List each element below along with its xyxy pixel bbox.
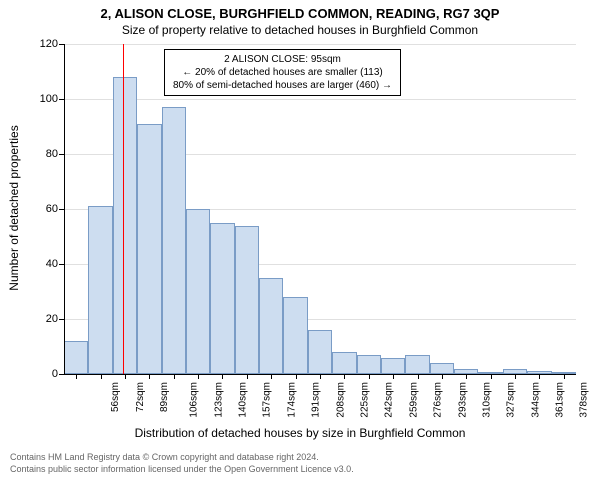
y-tick-label: 120 (28, 38, 58, 50)
y-tick-label: 20 (28, 313, 58, 325)
x-tick-label: 276sqm (433, 382, 444, 418)
histogram-bar (308, 330, 332, 374)
chart-title: 2, ALISON CLOSE, BURGHFIELD COMMON, READ… (0, 0, 600, 21)
histogram-bar (210, 223, 234, 374)
histogram-bar (259, 278, 283, 374)
y-tick-label: 60 (28, 203, 58, 215)
y-axis-line (64, 44, 65, 374)
footer-line-2: Contains public sector information licen… (10, 464, 354, 474)
histogram-bar (332, 352, 356, 374)
x-tick-label: 310sqm (481, 382, 492, 418)
histogram-bar (162, 107, 186, 374)
x-tick-label: 361sqm (555, 382, 566, 418)
x-tick-label: 225sqm (360, 382, 371, 418)
x-axis-line (64, 374, 576, 375)
reference-line (123, 44, 124, 374)
histogram-bar (137, 124, 161, 374)
annotation-box: 2 ALISON CLOSE: 95sqm← 20% of detached h… (164, 49, 401, 96)
x-tick-label: 123sqm (213, 382, 224, 418)
x-tick-label: 174sqm (286, 382, 297, 418)
histogram-bar (88, 206, 112, 374)
x-tick-label: 56sqm (110, 382, 121, 412)
histogram-bar (186, 209, 210, 374)
histogram-bar (381, 358, 405, 375)
x-tick-label: 191sqm (311, 382, 322, 418)
x-tick-label: 106sqm (189, 382, 200, 418)
y-tick-label: 0 (28, 368, 58, 380)
x-tick-label: 157sqm (262, 382, 273, 418)
histogram-bar (64, 341, 88, 374)
footer-line-1: Contains HM Land Registry data © Crown c… (10, 452, 319, 462)
y-tick-label: 80 (28, 148, 58, 160)
x-tick-label: 242sqm (384, 382, 395, 418)
x-axis-label: Distribution of detached houses by size … (0, 426, 600, 440)
y-tick-label: 100 (28, 93, 58, 105)
histogram-bar (283, 297, 307, 374)
y-axis-label: Number of detached properties (7, 108, 21, 308)
gridline (64, 44, 576, 45)
gridline (64, 99, 576, 100)
x-tick-label: 327sqm (506, 382, 517, 418)
x-tick-label: 140sqm (238, 382, 249, 418)
x-tick-label: 208sqm (335, 382, 346, 418)
x-tick-label: 293sqm (457, 382, 468, 418)
x-tick-label: 259sqm (408, 382, 419, 418)
histogram-bar (405, 355, 429, 374)
x-tick-label: 378sqm (579, 382, 590, 418)
x-tick-label: 72sqm (135, 382, 146, 412)
annotation-line: 80% of semi-detached houses are larger (… (173, 79, 392, 92)
histogram-bar (113, 77, 137, 374)
histogram-bar (235, 226, 259, 375)
chart-container: 2, ALISON CLOSE, BURGHFIELD COMMON, READ… (0, 0, 600, 500)
x-tick-label: 344sqm (530, 382, 541, 418)
plot-area: 2 ALISON CLOSE: 95sqm← 20% of detached h… (64, 44, 576, 374)
x-tick-label: 89sqm (159, 382, 170, 412)
annotation-line: ← 20% of detached houses are smaller (11… (173, 66, 392, 79)
y-tick-label: 40 (28, 258, 58, 270)
chart-subtitle: Size of property relative to detached ho… (0, 21, 600, 37)
histogram-bar (357, 355, 381, 374)
histogram-bar (430, 363, 454, 374)
annotation-line: 2 ALISON CLOSE: 95sqm (173, 53, 392, 66)
